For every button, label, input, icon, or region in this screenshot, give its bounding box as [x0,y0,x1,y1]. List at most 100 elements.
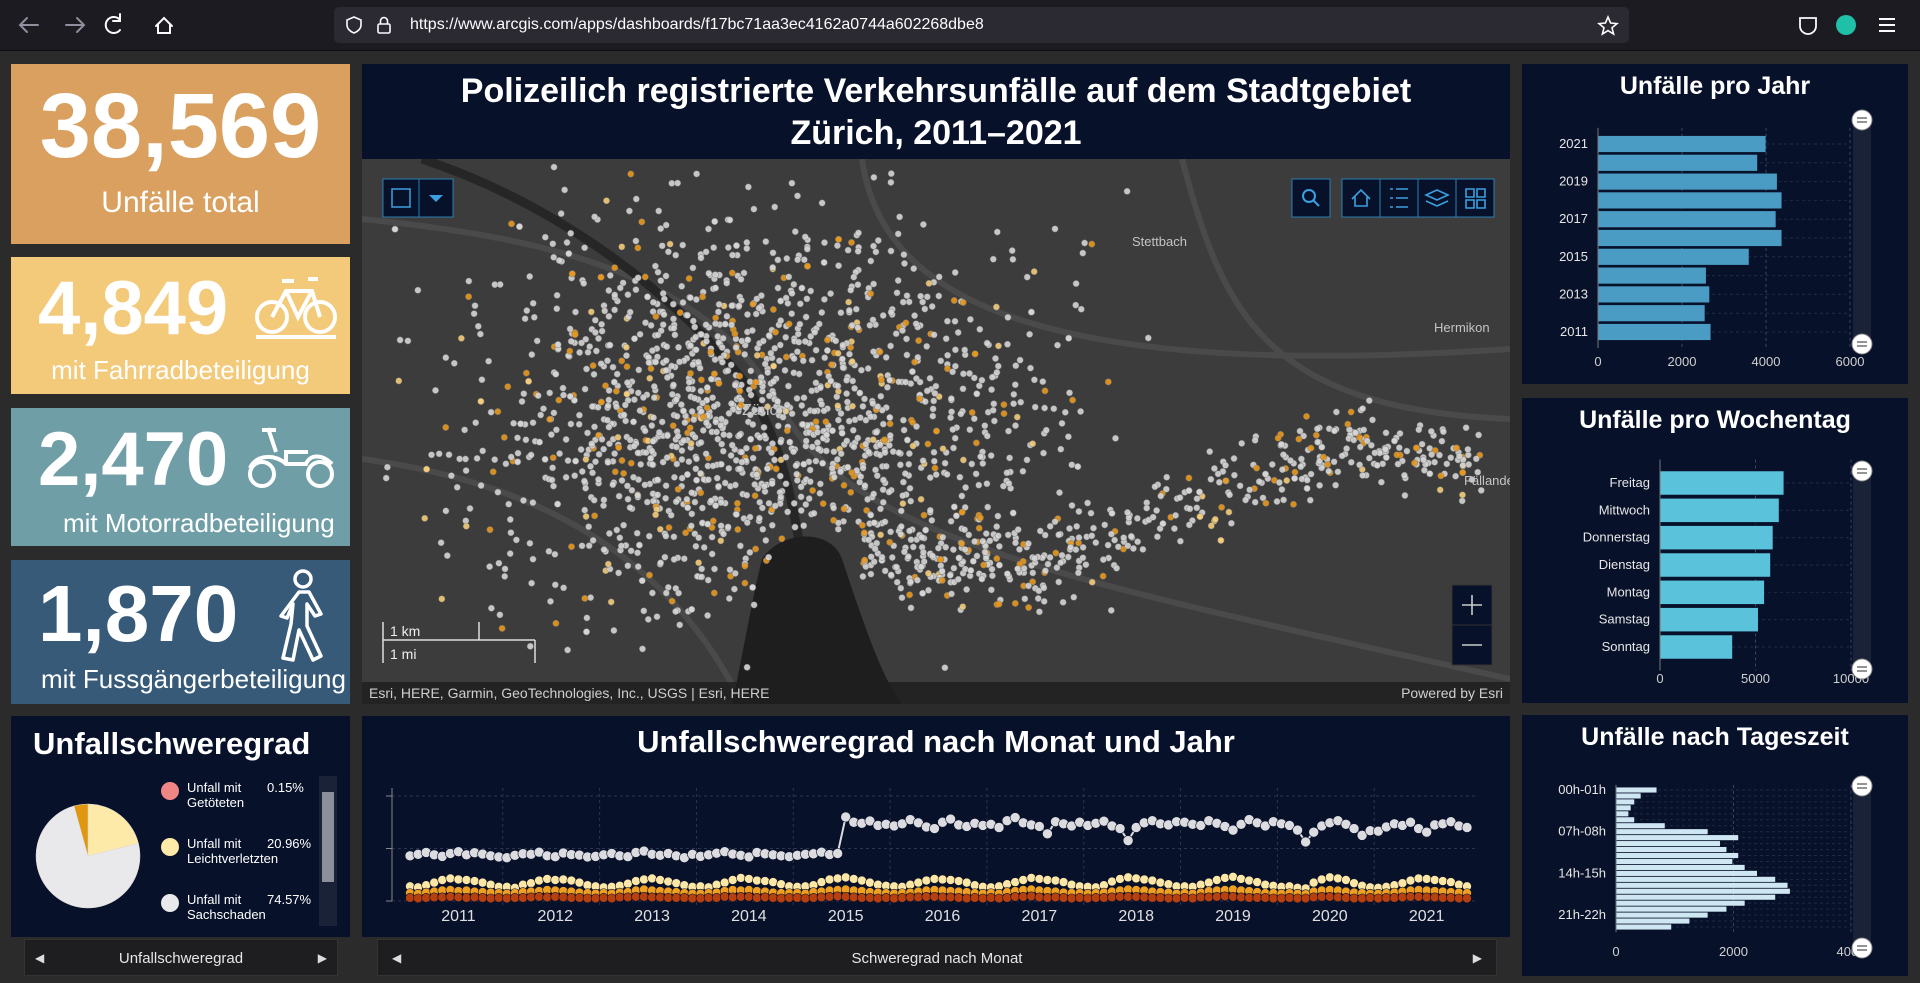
map-point [870,558,878,566]
map-point [442,507,450,515]
map-point [834,525,842,533]
data-point [1437,893,1448,903]
data-point [937,874,948,885]
scroll-handle[interactable] [1851,937,1873,959]
map-point [1332,408,1340,416]
map-point [782,333,790,341]
map-point [877,531,885,539]
map-point [685,378,693,386]
scroll-handle[interactable] [1851,460,1873,482]
map-point [1074,463,1082,471]
map-point [818,309,826,316]
reload-button[interactable] [104,13,121,34]
map-point [1273,498,1281,505]
map-point [567,229,575,237]
back-button[interactable] [18,17,39,33]
map-point [719,334,727,342]
map-point [562,436,570,443]
map-point [568,270,576,278]
map-point [551,581,559,589]
map-point [1070,593,1078,601]
tab-next[interactable]: ▶ [317,951,327,965]
tab-next[interactable]: ▶ [1472,951,1482,965]
home-button[interactable] [1341,178,1381,218]
layers-button[interactable] [1417,178,1457,218]
legend-swatch [161,838,179,856]
basemap-gallery-button[interactable] [1455,178,1495,218]
map-point [630,396,638,404]
map-point [718,440,726,448]
map-point [712,314,720,322]
map-point [802,501,810,508]
map-point [695,559,703,567]
map-point [792,462,800,470]
menu-button[interactable] [1879,18,1895,32]
map-point [1104,378,1112,386]
map-point [867,413,875,421]
scroll-handle-grip [1857,117,1867,123]
map-point [445,451,453,459]
map-point [840,505,848,513]
basemap-button[interactable] [382,178,420,218]
map-point [604,402,612,410]
map-point [830,448,838,456]
legend-label: Unfall mit Getöteten [187,780,245,810]
map-point [1438,437,1446,445]
extension-button[interactable] [1836,15,1856,35]
map-point [721,320,729,328]
scroll-handle[interactable] [1851,775,1873,797]
map-point [583,365,590,373]
scroll-handle[interactable] [1851,658,1873,680]
map-point [850,443,858,451]
scale-label: 1 km [390,623,420,639]
scroll-handle[interactable] [1851,333,1873,355]
map-point [615,492,623,500]
map-point [606,272,614,279]
data-point [1131,873,1141,884]
scrollbar-thumb[interactable] [322,792,334,882]
map-point [809,487,817,494]
home-button[interactable] [155,16,173,34]
map-point [648,422,656,430]
map-point [833,455,841,463]
data-point [727,875,738,885]
scroll-handle[interactable] [1851,109,1873,131]
map-point [843,376,851,384]
map-point [562,473,570,481]
map-point [921,398,929,406]
forward-button[interactable] [65,17,86,33]
tab-prev[interactable]: ◀ [35,951,45,965]
address-bar[interactable]: https://www.arcgis.com/apps/dashboards/f… [334,7,1629,43]
map-point [626,504,634,512]
map-point [585,542,593,550]
map-widgets: 1 km 1 mi Esri, HERE, Garmin, GeoTechnol… [362,178,1510,704]
tab[interactable]: Schweregrad nach Monat [851,950,1023,967]
data-point [405,893,415,903]
map-point [886,420,894,428]
legend-button[interactable] [1379,178,1419,218]
map[interactable]: Stettbach Hermikon Zürich Fällanden 1 km [362,159,1510,704]
tab[interactable]: Unfallschweregrad [118,950,244,967]
map-point [556,450,564,458]
map-point [428,451,435,459]
data-point [1244,875,1254,886]
map-point [775,357,783,365]
search-button[interactable] [1291,178,1331,218]
map-point [525,377,533,385]
bookmark-star[interactable] [1597,15,1619,37]
data-point [816,892,827,903]
data-point [1074,893,1085,903]
map-point [585,523,593,531]
map-point [812,346,820,354]
kpi-value: 4,849 [38,266,229,351]
tab-prev[interactable]: ◀ [392,951,402,965]
map-point [860,529,868,537]
map-point [839,364,847,372]
map-point [751,481,759,488]
map-point [806,478,814,486]
map-point [680,555,688,563]
pocket-button[interactable] [1799,17,1817,35]
map-point [671,331,679,339]
